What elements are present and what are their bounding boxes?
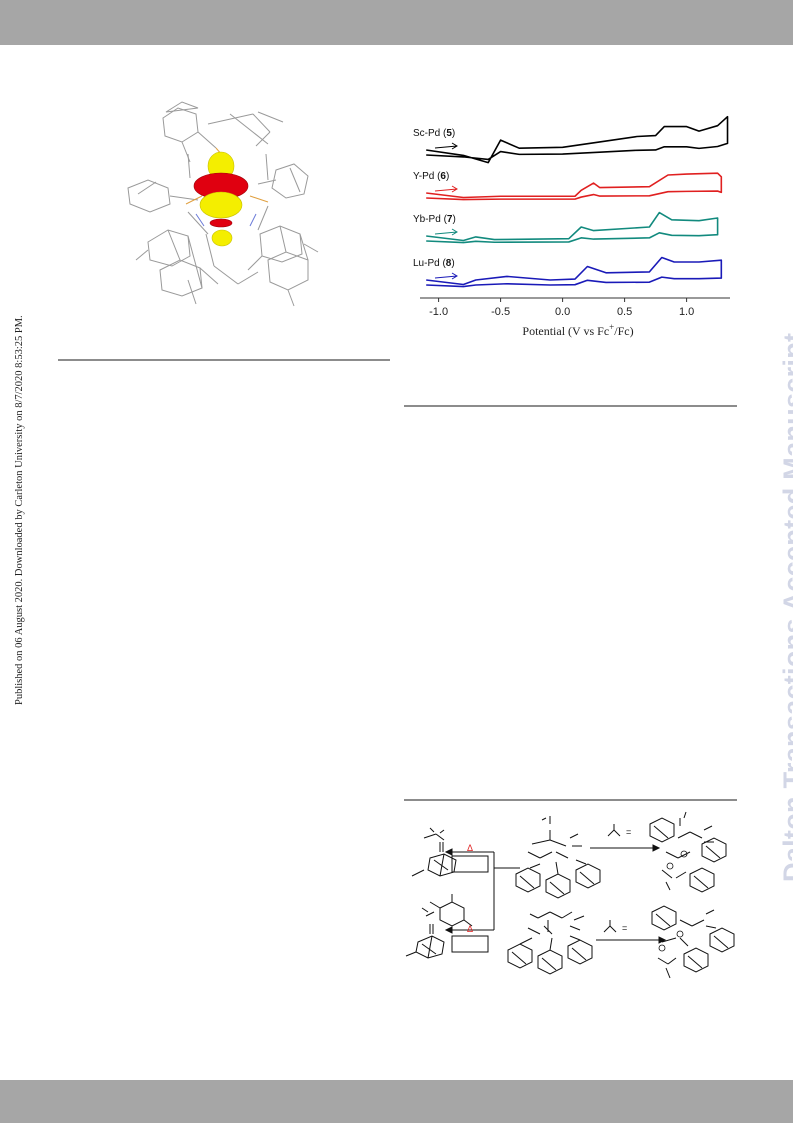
cv-x-axis: -1.0 -0.5 0.0 0.5 1.0 bbox=[420, 297, 730, 318]
scan-direction-arrow bbox=[434, 142, 458, 150]
cv-x-tick-label: 0.5 bbox=[617, 306, 632, 318]
nitrogen-bonds bbox=[195, 213, 257, 227]
product-top-left bbox=[411, 827, 457, 877]
product-bottom-right bbox=[651, 905, 735, 979]
footer-bar bbox=[0, 1080, 793, 1123]
heat-symbol-bottom: Δ bbox=[467, 924, 473, 934]
cv-x-tick-label: 1.0 bbox=[679, 306, 694, 318]
cv-trace-lu-pd bbox=[426, 256, 723, 288]
right-column-rule-1 bbox=[404, 405, 737, 407]
wireframe-structure bbox=[127, 101, 319, 307]
starting-complex-top bbox=[515, 816, 601, 899]
heat-symbol-top: Δ bbox=[467, 843, 473, 853]
cv-x-tick-label: 0.0 bbox=[555, 306, 570, 318]
cv-label-y-pd: Y-Pd (6) bbox=[413, 171, 449, 182]
product-top-right bbox=[649, 811, 727, 893]
reaction-scheme: Δ Δ = = bbox=[405, 811, 735, 979]
cv-label-sc-pd: Sc-Pd (5) bbox=[413, 128, 455, 139]
cv-label-yb-pd: Yb-Pd (7) bbox=[413, 214, 456, 225]
starting-complex-bottom bbox=[507, 911, 593, 975]
cv-trace-yb-pd bbox=[426, 211, 719, 244]
reagent-equals-top: = bbox=[626, 827, 631, 837]
cv-label-lu-pd: Lu-Pd (8) bbox=[413, 258, 455, 269]
cyclic-voltammogram-chart: Sc-Pd (5) Y-Pd (6) Yb-Pd (7) Lu-Pd (8) -1.0… bbox=[413, 115, 730, 338]
scan-direction-arrow bbox=[434, 272, 458, 280]
header-bar bbox=[0, 0, 793, 45]
accepted-manuscript-watermark: Dalton Transactions Accepted Manuscript bbox=[778, 332, 793, 882]
cv-x-tick-label: -1.0 bbox=[429, 306, 448, 318]
publication-note: Published on 06 August 2020. Downloaded … bbox=[14, 315, 25, 705]
cv-x-tick-label: -0.5 bbox=[491, 306, 510, 318]
charge-markers bbox=[658, 850, 688, 952]
reagent-equals-bottom: = bbox=[622, 923, 627, 933]
molecular-orbital-figure bbox=[127, 101, 319, 307]
heat-condition-box-bottom bbox=[451, 935, 489, 953]
orbital-lobes bbox=[193, 151, 249, 247]
cv-series-labels: Sc-Pd (5) Y-Pd (6) Yb-Pd (7) Lu-Pd (8) bbox=[413, 128, 456, 269]
heat-condition-box-top bbox=[451, 855, 489, 873]
scan-direction-arrow bbox=[434, 228, 458, 236]
product-bottom-left bbox=[405, 894, 473, 959]
scan-direction-arrow bbox=[434, 185, 458, 193]
cv-trace-sc-pd bbox=[426, 115, 729, 164]
cv-x-axis-label: Potential (V vs Fc+/Fc) bbox=[522, 322, 633, 338]
left-column-rule bbox=[58, 359, 390, 361]
cv-traces bbox=[426, 115, 729, 288]
cv-trace-y-pd bbox=[426, 172, 723, 201]
right-column-rule-2 bbox=[404, 799, 737, 801]
